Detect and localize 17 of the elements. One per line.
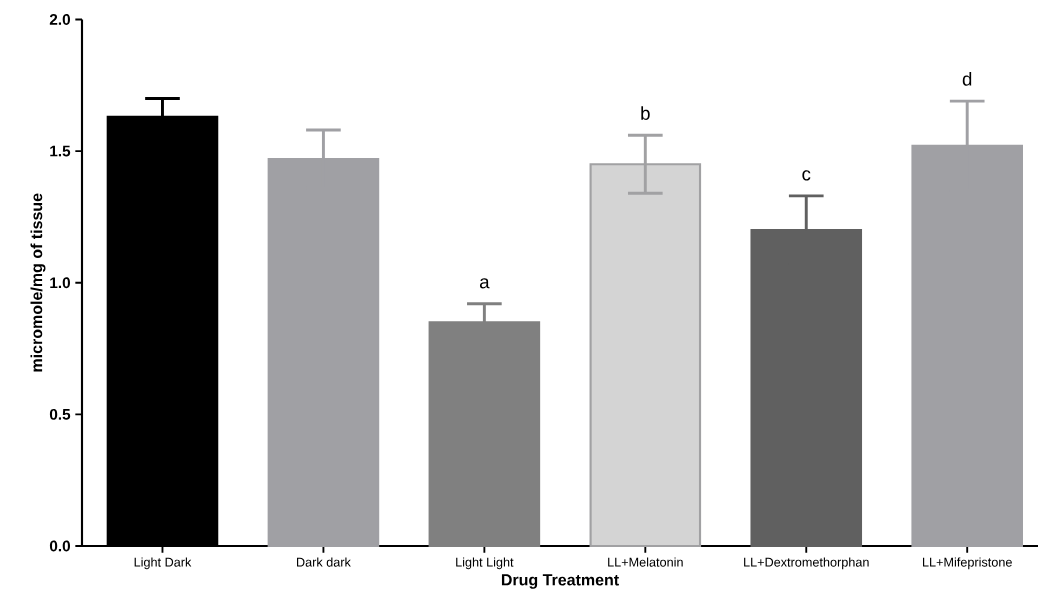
x-tick-label: LL+Mifepristone — [923, 557, 1012, 570]
x-tick-label: Dark dark — [297, 557, 351, 567]
y-axis-title: micromole/mg of tissue — [30, 193, 46, 372]
x-tick-label: Light Dark — [134, 557, 192, 570]
annotation: a — [479, 278, 490, 289]
y-tick-label: 0.0 — [49, 540, 70, 552]
y-tick-label: 1.0 — [50, 277, 70, 289]
y-tick-label: 1.5 — [50, 145, 71, 157]
x-axis-title: Drug Treatment — [501, 574, 619, 589]
annotation: d — [962, 72, 972, 86]
y-tick-label: 2.0 — [49, 14, 70, 25]
annotation: c — [802, 170, 811, 181]
y-tick-label: 0.5 — [49, 408, 71, 420]
x-tick-label: Light Light — [456, 557, 514, 570]
x-tick-label: LL+Dextromethorphan — [744, 557, 869, 570]
x-tick-label: LL+Melatonin — [608, 557, 683, 567]
annotation: b — [641, 106, 650, 120]
